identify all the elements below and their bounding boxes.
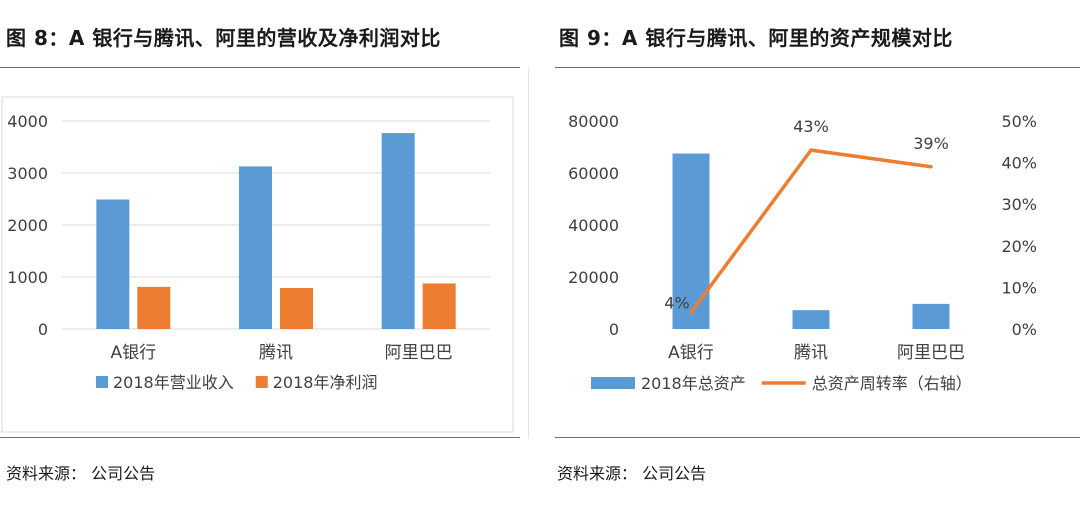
x-tick-label: A银行 [111,343,157,363]
y-left-tick-label: 40000 [568,216,619,235]
legend-label: 2018年营业收入 [113,373,234,392]
y-right-tick-label: 50% [1001,112,1037,131]
figure-8-panel: 图 8：A 银行与腾讯、阿里的营收及净利润对比 0 1000 2000 3000 400… [0,0,520,509]
line-series [689,148,932,314]
y-left-tick-label: 0 [609,320,619,339]
legend-label: 2018年总资产 [641,374,746,393]
legend-swatch [96,376,108,388]
bar [792,310,830,329]
figure-9-source: 资料来源： 公司公告 [557,464,707,483]
bar [280,288,313,329]
figure-8-top-rule [0,67,520,68]
y-right-tick-label: 30% [1001,195,1037,214]
y-right-tick-label: 40% [1001,154,1037,173]
figure-8-source: 资料来源： 公司公告 [6,464,156,483]
y-tick-label: 2000 [7,216,48,235]
x-tick-label: 腾讯 [794,343,828,363]
figure-8-chart: 0 1000 2000 3000 4000 A银行 腾讯 阿里巴巴 2018年营业收入 2018年… [1,96,514,433]
y-right-tick-label: 10% [1001,278,1037,297]
y-right-tick-label: 0% [1012,320,1037,339]
bar [422,283,456,329]
y-tick-label: 0 [38,320,48,339]
figure-9-panel: 图 9：A 银行与腾讯、阿里的资产规模对比 0 20000 40000 60000 80… [555,0,1080,509]
figure-9-title: 图 9：A 银行与腾讯、阿里的资产规模对比 [559,26,953,50]
bar [96,199,130,329]
figure-9-bottom-rule [555,437,1080,438]
y-tick-label: 4000 [7,112,48,131]
y-tick-label: 1000 [7,268,48,287]
data-label: 43% [793,117,829,136]
legend-label: 2018年净利润 [273,373,378,392]
y-left-tick-label: 20000 [568,268,619,287]
figure-8-title: 图 8：A 银行与腾讯、阿里的营收及净利润对比 [6,26,441,50]
x-tick-label: A银行 [668,343,714,363]
data-label: 39% [913,134,949,153]
line-point [689,310,693,315]
bar [912,303,950,329]
bar [672,153,710,329]
y-left-tick-label: 60000 [568,164,619,183]
data-label: 4% [664,293,689,312]
bar [239,166,272,329]
x-tick-label: 阿里巴巴 [385,343,453,363]
bar [381,133,415,329]
legend-label: 总资产周转率（右轴） [812,374,972,393]
panel-separator [528,67,529,438]
figure-9-chart: 0 20000 40000 60000 80000 0% 10% 20% 30% 40% 50% A银… [568,112,1037,393]
bar [137,286,171,329]
x-tick-label: 腾讯 [259,343,293,363]
line-point [809,148,813,152]
y-tick-label: 3000 [7,164,48,183]
y-left-tick-label: 80000 [568,112,619,131]
line-point [929,164,933,169]
figure-9-top-rule [555,67,1080,68]
legend-swatch [255,376,268,388]
figure-8-bottom-rule [0,437,520,438]
legend-swatch [591,377,635,389]
chart-area-border [1,96,514,433]
x-tick-label: 阿里巴巴 [897,343,965,363]
y-right-tick-label: 20% [1001,237,1037,256]
